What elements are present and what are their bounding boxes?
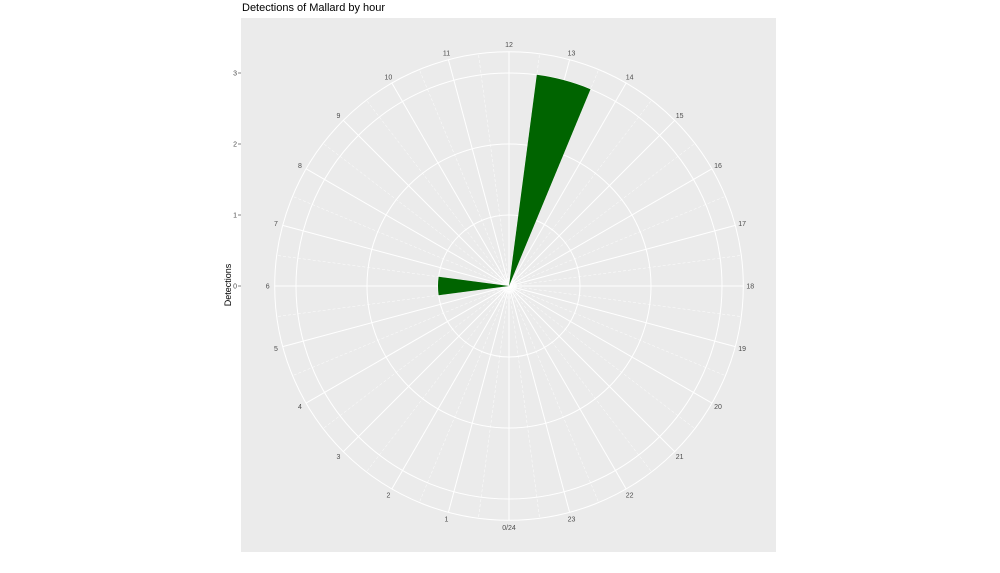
y-ticks-layer: 0 1 2 3 — [233, 71, 241, 291]
hour-label: 19 — [738, 346, 746, 353]
radial-gridline — [508, 285, 627, 490]
grid-layer — [274, 51, 744, 521]
hour-label: 13 — [568, 50, 576, 57]
radial-gridline — [391, 285, 510, 490]
radial-gridline — [508, 285, 713, 404]
radial-gridline — [305, 285, 510, 404]
radial-minor-gridline — [508, 285, 652, 473]
radial-minor-gridline — [508, 196, 726, 287]
bar-hour-6 — [437, 276, 509, 296]
radial-gridline — [342, 285, 510, 453]
radial-minor-gridline — [508, 99, 652, 287]
radial-minor-gridline — [508, 285, 726, 376]
hour-label: 18 — [746, 284, 754, 291]
radial-minor-gridline — [322, 285, 510, 429]
radial-minor-gridline — [508, 69, 599, 287]
hour-label: 11 — [443, 50, 450, 57]
hour-label: 12 — [505, 42, 513, 49]
hour-label: 6 — [266, 284, 270, 291]
radial-minor-gridline — [276, 255, 510, 287]
hour-label: 1 — [445, 517, 449, 524]
radial-minor-gridline — [419, 69, 510, 287]
hour-label: 23 — [568, 517, 576, 524]
radial-gridline — [447, 59, 510, 287]
chart-title: Detections of Mallard by hour — [242, 2, 386, 14]
radial-gridline — [391, 82, 510, 287]
hour-labels-layer: 0/24123456789101112131415161718192021222… — [266, 42, 755, 532]
radial-gridline — [508, 168, 713, 287]
radial-gridline — [282, 285, 510, 348]
bars-layer — [437, 74, 591, 296]
radial-minor-gridline — [508, 143, 696, 287]
hour-label: 9 — [336, 113, 340, 120]
radial-minor-gridline — [292, 285, 510, 376]
y-axis-label: Detections — [223, 263, 233, 306]
hour-label: 4 — [298, 404, 302, 411]
hour-label: 10 — [385, 75, 393, 82]
radial-minor-gridline — [292, 196, 510, 287]
y-tick-label: 1 — [233, 213, 237, 220]
hour-label: 3 — [336, 454, 340, 461]
radial-minor-gridline — [322, 143, 510, 287]
hour-label: 8 — [298, 163, 302, 170]
hour-label: 16 — [714, 163, 722, 170]
hour-label: 14 — [626, 75, 634, 82]
hour-label: 20 — [714, 404, 722, 411]
radial-minor-gridline — [508, 255, 742, 287]
radial-gridline — [508, 285, 571, 513]
hour-label: 2 — [386, 493, 390, 500]
radial-gridline — [508, 82, 627, 287]
radial-minor-gridline — [366, 285, 510, 473]
radial-minor-gridline — [276, 285, 510, 317]
hour-label: 7 — [274, 221, 278, 228]
radial-minor-gridline — [478, 53, 510, 287]
hour-label: 22 — [626, 493, 634, 500]
radial-gridline — [305, 168, 510, 287]
radial-minor-gridline — [508, 285, 696, 429]
radial-gridline — [508, 285, 736, 348]
y-tick-label: 3 — [233, 71, 237, 78]
radial-gridline — [508, 285, 676, 453]
radial-gridline — [508, 119, 676, 287]
hour-label: 5 — [274, 346, 278, 353]
hour-label: 0/24 — [502, 525, 516, 532]
radial-minor-gridline — [478, 285, 510, 519]
circular-gridline — [295, 72, 723, 500]
hour-label: 17 — [738, 221, 746, 228]
bar-hour-13 — [509, 74, 591, 286]
radial-minor-gridline — [508, 285, 599, 503]
radial-minor-gridline — [419, 285, 510, 503]
y-tick-label: 2 — [233, 142, 237, 149]
radial-gridline — [282, 224, 510, 287]
hour-label: 15 — [676, 113, 684, 120]
radial-gridline — [342, 119, 510, 287]
hour-label: 21 — [676, 454, 684, 461]
circular-gridline — [366, 143, 652, 429]
outer-circle — [274, 51, 744, 521]
radial-minor-gridline — [366, 99, 510, 287]
radial-gridline — [447, 285, 510, 513]
y-tick-label: 0 — [233, 284, 237, 291]
radial-minor-gridline — [508, 285, 540, 519]
radial-minor-gridline — [508, 285, 742, 317]
radial-gridline — [508, 224, 736, 287]
